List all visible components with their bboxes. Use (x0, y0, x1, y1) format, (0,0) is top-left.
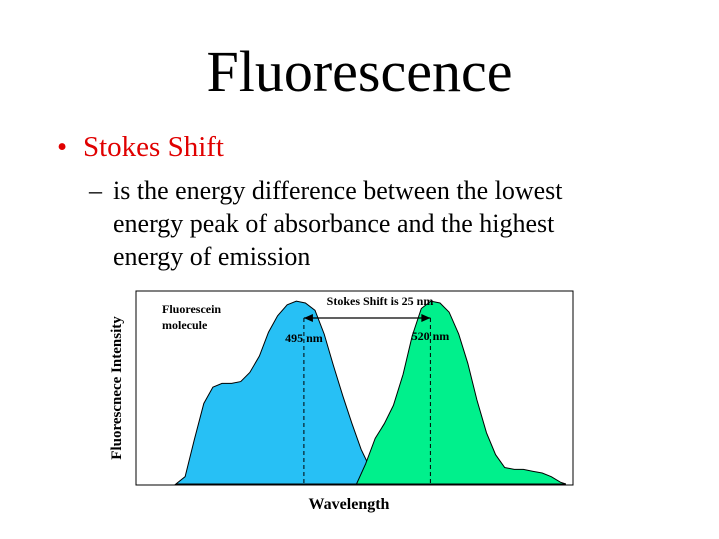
bullet-text: Stokes Shift (83, 131, 224, 163)
bullet-marker: • (57, 131, 68, 163)
sub-bullet-text: is the energy difference between the low… (113, 176, 563, 271)
series-layer (174, 300, 567, 485)
emission-area (355, 300, 567, 485)
marker-layer (303, 314, 431, 484)
molecule-annotation-line-1: Fluorescein (162, 302, 221, 316)
x-axis-label: Wavelength (309, 496, 390, 513)
plot-frame (135, 290, 574, 486)
absorbance-area (174, 300, 381, 485)
molecule-annotation-line-2: molecule (162, 318, 208, 332)
absorbance-peak-label: 495 nm (285, 331, 323, 345)
slide-title: Fluorescence (206, 39, 513, 104)
emission-peak-label: 520 nm (412, 329, 450, 343)
arrowhead-left (303, 314, 313, 322)
molecule-annotation: Fluorescein molecule (162, 302, 224, 332)
sub-bullet-marker: – (89, 176, 102, 205)
stokes-shift-label: Stokes Shift is 25 nm (327, 294, 434, 308)
arrowhead-right (421, 314, 431, 322)
y-axis-label: Fluorescnece Intensity (109, 316, 125, 460)
